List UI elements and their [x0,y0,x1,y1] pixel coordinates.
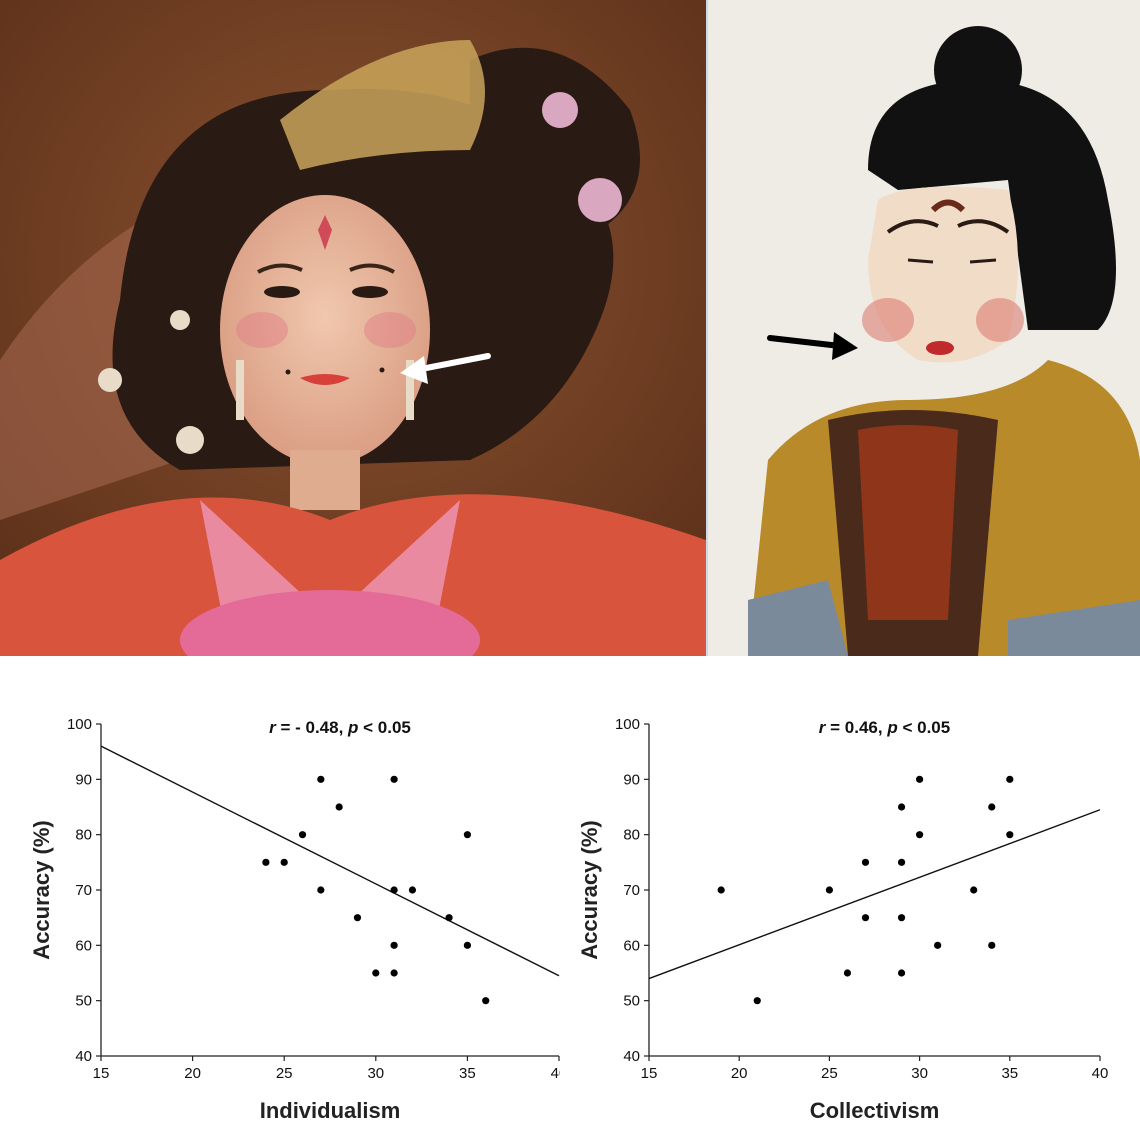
chart0-x-tick-label: 30 [367,1065,384,1082]
chart1-data-point [1006,775,1014,783]
chart1-y-axis-title: Accuracy (%) [577,820,602,959]
chart1-x-axis-title: Collectivism [810,1098,940,1123]
chart0-x-tick-label: 15 [93,1065,110,1082]
chart1-x-tick-label: 30 [911,1065,928,1082]
chart1-y-tick-label: 70 [623,882,640,899]
scatter-individualism: 40 50 60 70 80 90 100 15 20 25 30 35 40 r = - 0.48, p… [0,700,560,1125]
chart1-stat-mid: = 0.46, [825,718,887,737]
chart0-y-tick-label: 100 [67,716,92,733]
chart1-data-point [861,914,870,922]
arrow-indicator-white [400,353,491,384]
chart0-data-point [335,803,343,811]
chart0-stat-r: r [269,718,277,737]
chart1-x-tick-label: 15 [641,1065,658,1082]
chart1-y-tick-label: 100 [615,716,640,733]
photo-actress-portrait [0,0,706,656]
chart0-data-point [390,969,398,977]
chart1-correlation-label: r = 0.46, p < 0.05 [819,718,950,737]
chart0-x-tick-label: 40 [551,1065,560,1082]
chart1-data-point [988,941,996,949]
chart1-x-tick-label: 35 [1001,1065,1018,1082]
figurine-illustration [708,0,1140,656]
chart1-data-point [916,831,924,839]
chart0-data-point [408,886,417,894]
chart1-data-point [897,858,906,866]
chart1-data-point [970,886,978,894]
chart0-correlation-label: r = - 0.48, p < 0.05 [269,718,411,737]
chart0-stat-p: p [347,718,358,737]
chart0-stat-tail: < 0.05 [358,718,410,737]
chart0-x-axis-title: Individualism [260,1098,401,1123]
chart1-stat-tail: < 0.05 [898,718,950,737]
chart1-data-point [897,914,906,922]
chart1-x-tick-label: 25 [821,1065,838,1082]
chart1-data-point [861,858,870,866]
chart0-data-point [317,886,325,894]
chart1-y-tick-label: 40 [623,1048,640,1065]
chart1-data-point [897,803,906,811]
chart1-stat-p: p [886,718,897,737]
arrow-indicator-black [767,332,858,360]
chart1-data-point [897,969,906,977]
chart0-stat-mid: = - 0.48, [276,718,348,737]
chart1-x-tick-label: 20 [731,1065,748,1082]
chart0-data-point [390,775,398,783]
photo-row [0,0,1140,656]
chart0-y-tick-label: 70 [75,882,92,899]
chart0-x-tick-label: 25 [276,1065,293,1082]
chart1-data-point [934,941,942,949]
chart0-data-point [482,997,490,1005]
chart1-data-point [1006,831,1014,839]
chart1-data-point [753,997,761,1005]
chart0-y-axis-title: Accuracy (%) [29,820,54,959]
chart1-y-tick-label: 80 [623,827,640,844]
chart0-y-tick-label: 60 [75,937,92,954]
actress-illustration [0,0,706,656]
chart1-stat-r: r [819,718,827,737]
chart0-data-point [372,969,380,977]
chart0-x-tick-label: 35 [459,1065,476,1082]
chart0-data-point [390,886,398,894]
chart0-regression-line [100,745,560,977]
chart0-data-point [353,914,362,922]
chart0-x-tick-label: 20 [184,1065,201,1082]
chart1-data-point [825,886,833,894]
chart0-y-tick-label: 90 [75,771,92,788]
chart0-data-point [463,941,471,949]
chart1-y-tick-label: 60 [623,937,640,954]
chart1-regression-line [648,809,1101,980]
scatter-individualism-svg: 40 50 60 70 80 90 100 15 20 25 30 35 40 r = - 0.48, p… [29,716,560,1123]
chart0-data-point [445,914,453,922]
scatter-collectivism: 40 50 60 70 80 90 100 15 20 25 30 35 40 r = 0.46, p <… [570,700,1130,1125]
chart0-data-point [463,831,471,839]
chart1-data-point [916,775,924,783]
chart1-data-point [717,886,725,894]
chart1-data-point [988,803,996,811]
chart0-data-point [280,858,288,866]
chart0-y-tick-label: 50 [75,993,92,1010]
chart1-x-tick-label: 40 [1092,1065,1109,1082]
chart1-y-tick-label: 50 [623,993,640,1010]
photo-figurine [708,0,1140,656]
chart0-y-tick-label: 80 [75,827,92,844]
scatter-collectivism-svg: 40 50 60 70 80 90 100 15 20 25 30 35 40 r = 0.46, p <… [577,716,1109,1123]
chart0-data-point [298,831,307,839]
photo-divider [706,0,708,656]
chart0-data-point [390,941,398,949]
chart0-data-point [262,858,270,866]
chart1-data-point [843,969,852,977]
chart0-data-point [317,775,325,783]
chart1-y-tick-label: 90 [623,771,640,788]
chart0-y-tick-label: 40 [75,1048,92,1065]
